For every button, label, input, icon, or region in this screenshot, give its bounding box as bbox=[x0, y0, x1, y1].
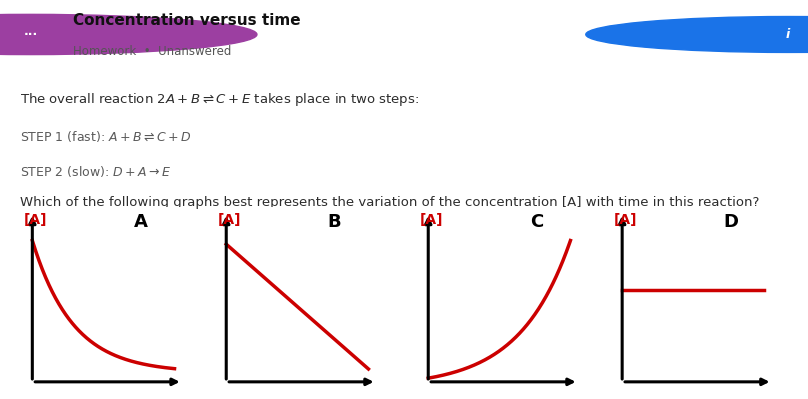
Circle shape bbox=[586, 16, 808, 52]
Text: B: B bbox=[328, 213, 341, 231]
Text: A: A bbox=[133, 213, 148, 231]
Text: [A]: [A] bbox=[420, 213, 444, 227]
Text: Concentration versus time: Concentration versus time bbox=[73, 13, 301, 28]
Text: Homework  •  Unanswered: Homework • Unanswered bbox=[73, 45, 231, 58]
Text: STEP 2 (slow): $D + A \rightarrow E$: STEP 2 (slow): $D + A \rightarrow E$ bbox=[20, 164, 171, 179]
Text: i: i bbox=[785, 28, 790, 41]
Text: [A]: [A] bbox=[614, 213, 638, 227]
Text: D: D bbox=[723, 213, 738, 231]
Text: ···: ··· bbox=[23, 28, 38, 41]
Text: [A]: [A] bbox=[24, 213, 48, 227]
Text: The overall reaction $2A + B \rightleftharpoons C + E$ takes place in two steps:: The overall reaction $2A + B \rightlefth… bbox=[20, 91, 419, 108]
Circle shape bbox=[0, 14, 257, 55]
Text: [A]: [A] bbox=[218, 213, 242, 227]
Text: C: C bbox=[530, 213, 543, 231]
Text: STEP 1 (fast): $A + B \rightleftharpoons C + D$: STEP 1 (fast): $A + B \rightleftharpoons… bbox=[20, 129, 191, 144]
Text: Which of the following graphs best represents the variation of the concentration: Which of the following graphs best repre… bbox=[20, 196, 760, 209]
